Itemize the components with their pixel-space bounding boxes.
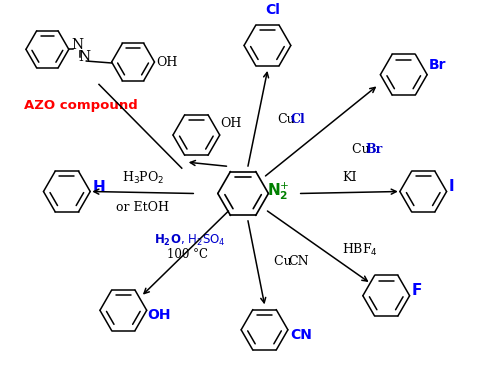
Text: $\bf{H_2O}$, H$_2$SO$_4$: $\bf{H_2O}$, H$_2$SO$_4$ bbox=[154, 232, 226, 248]
Text: N: N bbox=[78, 50, 91, 64]
Text: I: I bbox=[449, 179, 454, 194]
Text: OH: OH bbox=[148, 308, 171, 322]
Text: OH: OH bbox=[156, 56, 178, 69]
Text: Br: Br bbox=[366, 143, 383, 156]
Text: N: N bbox=[71, 39, 84, 53]
Text: CN: CN bbox=[290, 328, 312, 342]
Text: Br: Br bbox=[429, 58, 447, 72]
Text: AZO compound: AZO compound bbox=[24, 99, 138, 112]
Text: H$_3$PO$_2$: H$_3$PO$_2$ bbox=[122, 170, 164, 186]
Text: Cl: Cl bbox=[265, 3, 280, 17]
Text: Cu: Cu bbox=[274, 255, 296, 268]
Text: H: H bbox=[92, 180, 105, 195]
Text: Cu: Cu bbox=[352, 143, 374, 156]
Text: N$_{\bf 2}^{+}$: N$_{\bf 2}^{+}$ bbox=[267, 181, 290, 203]
Text: Cl: Cl bbox=[291, 113, 306, 126]
Text: Cu: Cu bbox=[277, 113, 295, 126]
Text: OH: OH bbox=[221, 117, 242, 130]
Text: 100 °C: 100 °C bbox=[167, 248, 208, 261]
Text: CN: CN bbox=[288, 255, 309, 268]
Text: HBF$_4$: HBF$_4$ bbox=[343, 242, 378, 258]
Text: or EtOH: or EtOH bbox=[116, 201, 169, 214]
Text: F: F bbox=[412, 284, 422, 298]
Text: KI: KI bbox=[342, 171, 356, 184]
